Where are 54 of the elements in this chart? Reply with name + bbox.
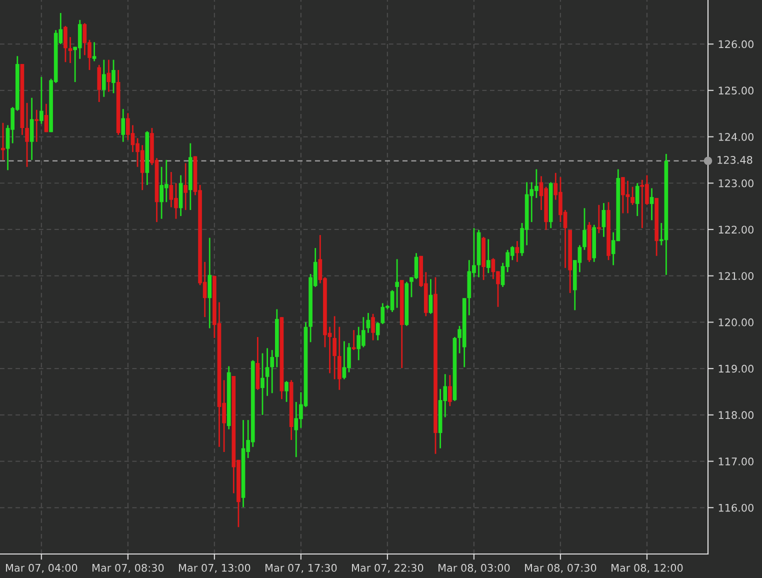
- candlestick: [25, 102, 29, 168]
- candlestick: [284, 380, 288, 403]
- x-tick-label: Mar 08, 12:00: [612, 564, 683, 573]
- candlestick: [208, 237, 212, 329]
- candlestick: [371, 313, 375, 341]
- candlestick: [30, 97, 34, 161]
- y-tick-label: 121.00: [718, 272, 754, 280]
- candlestick: [265, 347, 270, 397]
- candlestick: [515, 240, 520, 263]
- candlestick: [112, 59, 116, 94]
- y-tick-label: 117.00: [718, 458, 754, 466]
- x-tick-label: Mar 07, 08:30: [92, 564, 164, 573]
- x-tick-label: Mar 07, 22:30: [352, 564, 424, 573]
- candlestick: [448, 374, 452, 407]
- candlestick: [44, 103, 48, 133]
- y-tick-label: 125.00: [718, 86, 754, 95]
- y-tick-label: 124.00: [718, 132, 754, 141]
- candlestick: [337, 326, 342, 391]
- candlestick: [34, 109, 39, 143]
- candlestick: [596, 204, 601, 234]
- candlestick: [486, 238, 490, 274]
- y-tick-label: 126.00: [718, 40, 754, 48]
- y-tick-label: 122.00: [718, 226, 754, 234]
- candlestick: [68, 36, 72, 64]
- x-tick-label: Mar 07, 04:00: [6, 564, 78, 573]
- y-tick-label: 120.00: [718, 318, 754, 326]
- candlestick: [270, 349, 274, 394]
- y-tick-label: 116.00: [718, 504, 754, 512]
- x-tick-label: Mar 08, 07:30: [525, 564, 596, 573]
- y-tick-label: 118.00: [718, 411, 754, 420]
- candlestick: [40, 76, 44, 124]
- y-tick-label: 119.00: [718, 364, 754, 373]
- candlestick: [64, 25, 68, 63]
- x-tick-label: Mar 08, 03:00: [438, 564, 510, 573]
- candlestick: [121, 108, 126, 143]
- candlestick: [602, 202, 606, 238]
- candlestick: [376, 322, 380, 341]
- candlestick: [428, 278, 433, 315]
- candlestick: [635, 182, 640, 217]
- candlestick: [102, 59, 106, 98]
- candlestick: [630, 186, 634, 206]
- candlestick: [184, 162, 188, 211]
- ref-line-label: 123.48: [718, 156, 752, 164]
- x-tick-label: Mar 07, 17:30: [266, 564, 337, 573]
- candlestick: [650, 188, 654, 221]
- candlestick: [332, 315, 337, 380]
- candlestick: [260, 352, 264, 416]
- x-tick-label: Mar 07, 13:00: [179, 564, 250, 573]
- y-tick-label: 123.00: [718, 179, 754, 188]
- candlestick: [582, 207, 586, 251]
- candlestick: [92, 41, 96, 62]
- candlestick: [352, 329, 356, 351]
- candlestick: [97, 64, 102, 103]
- candlestick: [395, 258, 399, 309]
